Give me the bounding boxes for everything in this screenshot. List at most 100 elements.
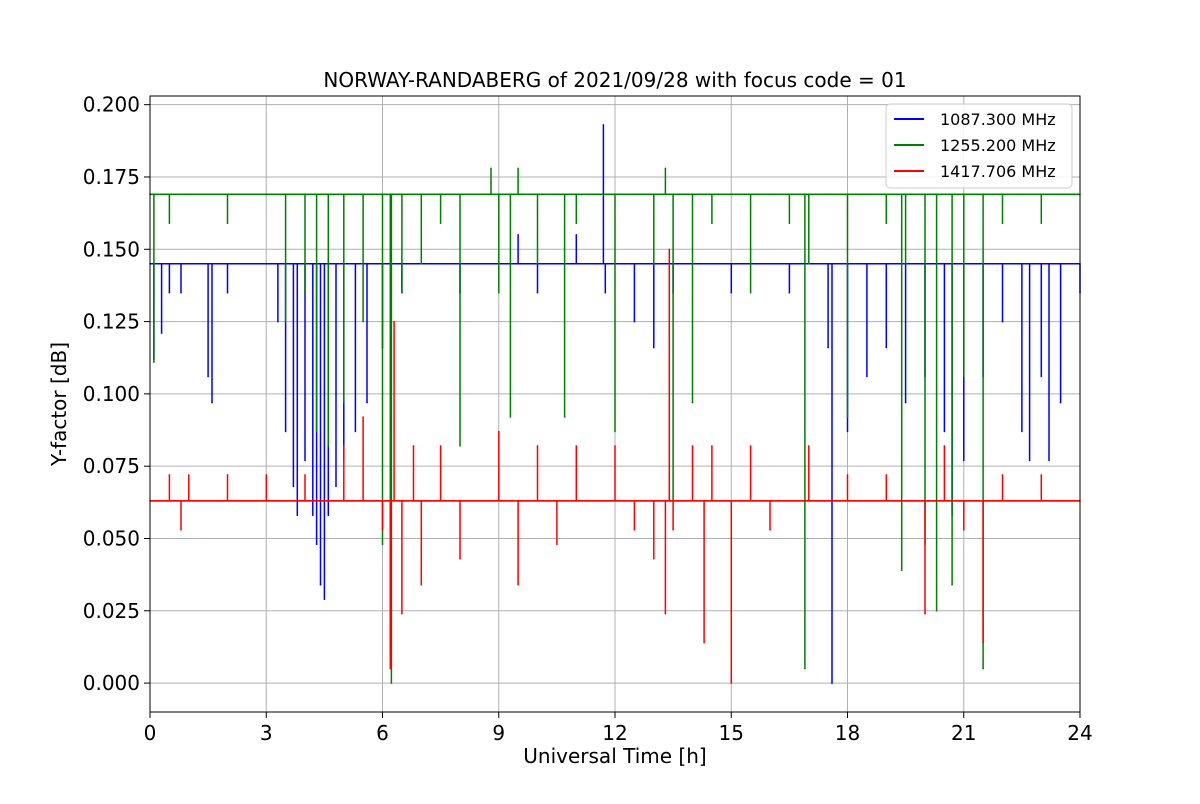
series-3-point (575, 445, 578, 447)
series-2-point (804, 667, 806, 670)
series-1-point (323, 598, 326, 600)
series-1-point (168, 291, 171, 294)
series-2-point (788, 222, 791, 224)
y-tick-label: 0.175 (83, 165, 140, 189)
series-2-point (1059, 193, 1062, 196)
series-2-point (536, 262, 539, 265)
series-3-point (168, 474, 171, 476)
series-1-point (575, 234, 578, 236)
series-2-point (594, 193, 597, 196)
series-1-point (831, 682, 833, 684)
series-3-point (808, 445, 810, 447)
series-3-point (389, 667, 392, 670)
series-2-point (614, 430, 616, 433)
series-2-point (390, 682, 393, 684)
x-tick-label: 9 (492, 721, 505, 745)
series-2-point (362, 320, 364, 323)
series-2-point (808, 262, 810, 265)
axis-ticks: 0 3 6 9 12 15 18 21 24 0.000 0.025 0.050 0.075 0.100 0… (83, 93, 1093, 745)
series-1-point (296, 514, 299, 517)
x-tick-label: 3 (260, 721, 273, 745)
series-3-point (633, 529, 636, 531)
series-2-point (459, 445, 461, 447)
series-2-point (935, 610, 938, 612)
series-3-point (730, 682, 733, 684)
series-3-point (749, 445, 752, 447)
x-axis-label: Universal Time [h] (523, 744, 706, 768)
series-1-point (1048, 459, 1050, 462)
series-2-point (684, 193, 686, 196)
series-1-point (180, 291, 182, 294)
series-3-point (498, 430, 500, 433)
series-2-point (401, 291, 403, 294)
series-1-point (866, 375, 868, 378)
series-2-point (284, 320, 287, 323)
series-3-point (664, 612, 667, 615)
series-2-point (188, 193, 190, 196)
series-2-point (846, 416, 849, 418)
series-2-point (730, 193, 733, 196)
series-2-point (509, 416, 512, 418)
x-tick-label: 24 (1067, 721, 1092, 745)
series-2-point (963, 375, 965, 378)
series-2-point (226, 222, 229, 224)
series-3-point (304, 474, 306, 476)
series-2-point (556, 193, 558, 196)
series-3-line (150, 249, 1080, 684)
series-3-point (1040, 474, 1043, 476)
series-1-point (284, 430, 287, 433)
series-2-point (304, 291, 306, 294)
series-1-point (327, 514, 330, 517)
legend-label: 1087.300 MHz (940, 110, 1056, 129)
series-1-point (335, 485, 337, 488)
series-1-point (730, 291, 733, 294)
series-1-point (943, 430, 946, 433)
x-tick-label: 15 (719, 721, 744, 745)
series-1-point (315, 543, 318, 546)
series-3-point (556, 543, 558, 546)
legend-box (885, 103, 1073, 189)
series-2-point (1001, 222, 1004, 224)
series-2-point (904, 262, 907, 265)
x-tick-label: 18 (835, 721, 860, 745)
y-axis-label: Y-factor [dB] (47, 342, 71, 467)
legend-label: 1255.200 MHz (940, 136, 1056, 155)
series-3-point (668, 248, 671, 251)
series-1-point (1028, 459, 1031, 462)
x-tick-label: 21 (951, 721, 976, 745)
series-3-point (1001, 474, 1004, 476)
series-1-point (788, 291, 791, 294)
series-2-point (866, 193, 868, 196)
series-2-point (1021, 193, 1023, 196)
series-1-point (319, 584, 322, 586)
series-3-point (943, 445, 946, 447)
y-tick-label: 0.100 (83, 382, 140, 406)
y-tick-label: 0.050 (83, 526, 140, 550)
series-3-point (401, 612, 403, 615)
y-tick-label: 0.200 (83, 93, 140, 117)
series-2-line (150, 168, 1080, 684)
series-2-point (827, 193, 829, 196)
y-tick-label: 0.150 (83, 237, 140, 261)
series-3-point (536, 445, 539, 447)
series-3-point (180, 529, 182, 531)
series-1-point (963, 459, 965, 462)
series-1-point (1001, 320, 1004, 323)
series-3-point (393, 320, 395, 323)
x-tick-label: 0 (144, 721, 157, 745)
series-1-point (602, 124, 605, 126)
series-3-point (924, 612, 926, 615)
series-1-point (885, 346, 888, 349)
series-2-point (749, 291, 752, 294)
series-3-point (711, 445, 713, 447)
series-2-point (327, 445, 330, 447)
series-1-point (226, 291, 229, 294)
series-1-point (211, 401, 213, 404)
series-1-point (366, 401, 368, 404)
series-2-point (439, 222, 442, 224)
series-2-point (168, 222, 171, 224)
series-3-point (982, 641, 984, 644)
series-2-point (265, 193, 268, 196)
